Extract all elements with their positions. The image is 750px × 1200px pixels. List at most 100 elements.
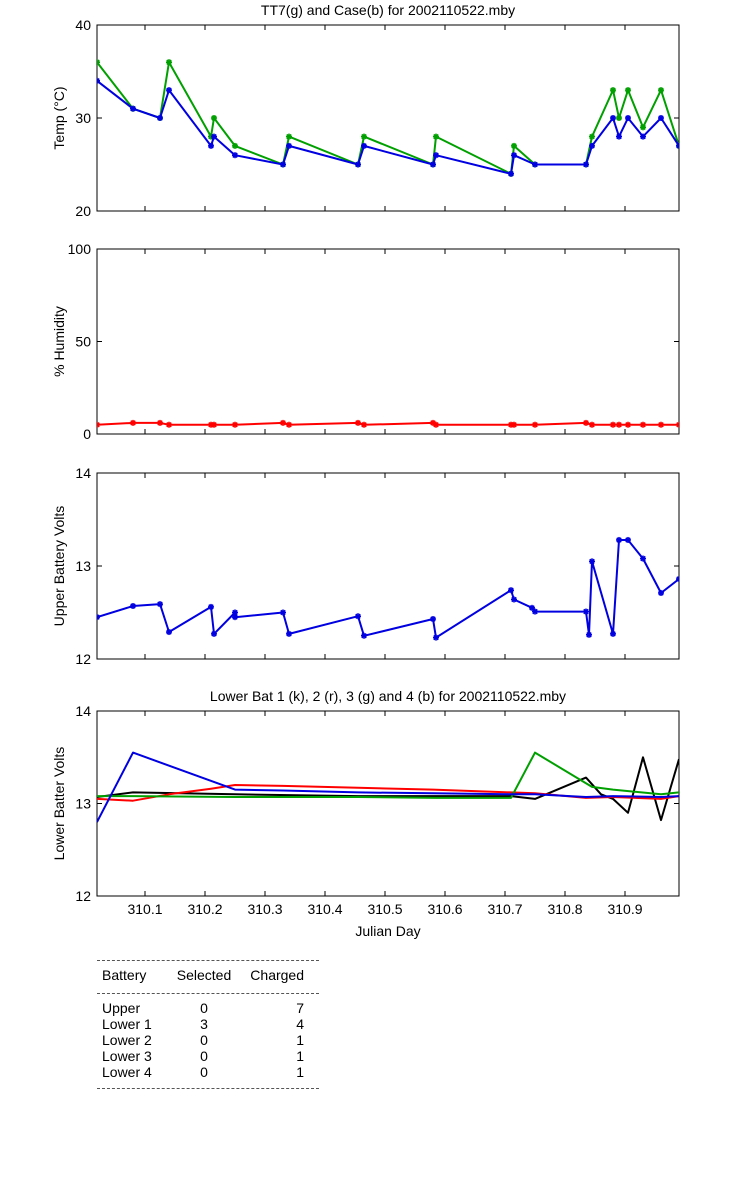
data-point [511,152,517,158]
data-point [211,631,217,637]
data-point [208,604,214,610]
data-point [361,143,367,149]
data-point [508,171,514,177]
plot-frame [96,710,680,897]
data-point [640,555,646,562]
table-row: Lower 2 0 1 [97,1032,319,1048]
data-point [610,631,616,637]
data-point [157,115,163,121]
x-tick-label: 310.7 [487,901,522,917]
header-charged: Charged [250,967,304,983]
data-point [430,616,436,622]
data-point [676,144,679,149]
data-point [676,143,679,148]
data-point [208,143,214,149]
data-point [616,133,622,140]
data-point [676,577,679,582]
data-point [583,608,589,615]
selected-count: 0 [200,1064,208,1080]
battery-name: Lower 2 [102,1032,152,1048]
chart-panel-4: 12 13 14 Lower Batter Volts Lower Bat 1 (k),… [51,688,680,939]
data-point [583,161,589,168]
data-point [433,152,439,158]
header-battery: Battery [102,967,147,983]
selected-count: 3 [200,1016,208,1032]
series-group [97,536,679,641]
selected-count: 0 [200,1000,208,1016]
data-point [583,420,589,426]
data-point [511,421,517,428]
data-point [640,421,646,428]
chart-panel-3: 12 13 14 Upper Battery Volts [51,465,680,667]
data-point [232,143,238,149]
table-row: Lower 1 3 4 [97,1016,319,1032]
table-header-row: Battery Selected Charged [97,967,319,983]
battery-name: Lower 3 [102,1048,152,1064]
data-point [589,133,595,140]
y-axis-label: Upper Battery Volts [51,506,67,627]
data-point [355,613,361,619]
data-point [589,558,595,565]
data-point [166,59,172,65]
table-body: Upper 0 7 Lower 1 3 4 Lower 2 0 1 Lower … [97,1000,319,1080]
plot-frame [96,472,680,660]
data-point [508,587,514,593]
x-axis-label: Julian Day [355,923,420,939]
series-group [97,59,679,177]
chart-panel-2: 0 50 100 % Humidity [51,241,680,442]
data-point [286,143,292,149]
y-tick-label: 14 [75,703,91,719]
charged-count: 7 [296,1000,304,1016]
chart-title: TT7(g) and Case(b) for 2002110522.mby [261,2,515,18]
chart-panel-1: 20 30 40 Temp (°C) TT7(g) and Case(b) for 20… [51,2,680,219]
data-point [166,87,172,93]
table-row: Lower 3 0 1 [97,1048,319,1064]
charged-count: 1 [296,1032,304,1048]
header-selected: Selected [176,967,232,983]
data-point [232,421,238,428]
plot-frame [96,248,680,435]
data-point [610,115,616,121]
data-point [211,421,217,428]
data-point [430,420,436,426]
table-row: Upper 0 7 [97,1000,319,1016]
data-point [355,420,361,426]
series-line [97,756,679,822]
chart-title: Lower Bat 1 (k), 2 (r), 3 (g) and 4 (b) … [210,688,566,704]
x-tick-label: 310.8 [547,901,582,917]
data-point [610,421,616,428]
figure-canvas: 20 30 40 Temp (°C) TT7(g) and Case(b) for 20… [51,2,680,939]
selected-count: 0 [200,1048,208,1064]
data-point [280,420,286,426]
y-tick-label: 13 [75,558,91,574]
y-axis-label: Lower Batter Volts [51,747,67,861]
data-point [676,576,679,581]
data-point [511,596,517,603]
data-point [355,161,361,168]
data-point [532,608,538,615]
data-point [97,59,100,64]
charged-count: 1 [296,1064,304,1080]
data-point [433,421,439,428]
data-point [430,161,436,168]
data-point [433,634,439,641]
table-top-rule [97,960,319,961]
x-tick-label: 310.6 [427,901,462,917]
data-point [658,590,664,596]
y-tick-label: 12 [75,888,91,904]
y-tick-label: 20 [75,203,91,219]
data-point [157,601,163,607]
data-point [625,115,631,121]
data-point [361,632,367,639]
data-point [211,133,217,140]
battery-summary-table: Battery Selected Charged Upper 0 7 Lower… [97,960,319,1089]
data-point [211,115,217,121]
data-point [511,143,517,149]
data-point [361,421,367,428]
data-point [625,537,631,543]
y-tick-label: 100 [68,241,92,257]
y-tick-label: 50 [75,334,91,350]
table-bottom-rule [97,1088,319,1089]
plot-frame [96,24,680,212]
x-tick-label: 310.5 [367,901,402,917]
